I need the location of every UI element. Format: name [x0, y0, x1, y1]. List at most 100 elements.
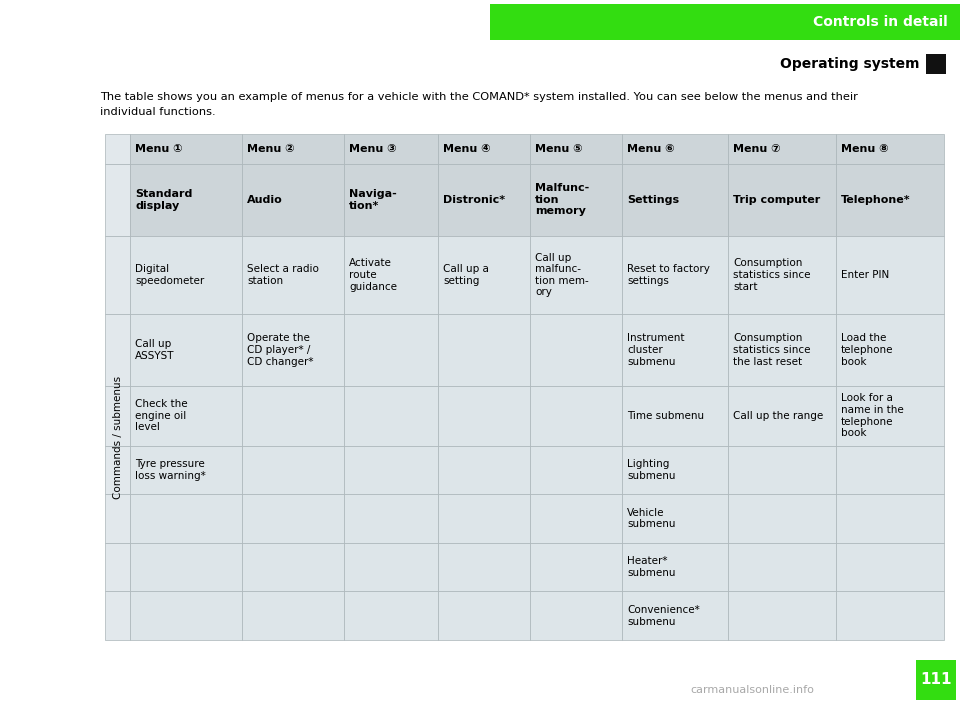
Bar [242, 543, 344, 591]
Bar [438, 236, 530, 314]
Bar [530, 314, 622, 386]
Bar [728, 386, 836, 446]
Bar [530, 386, 622, 446]
Bar [530, 494, 622, 543]
Bar [344, 494, 438, 543]
Bar [105, 591, 130, 640]
Bar [438, 446, 530, 494]
Bar [836, 314, 944, 386]
Bar [438, 134, 530, 164]
Bar [836, 494, 944, 543]
Text: Consumption
statistics since
start: Consumption statistics since start [733, 258, 810, 292]
Text: Settings: Settings [627, 195, 679, 205]
Bar [622, 134, 728, 164]
Text: carmanualsonline.info: carmanualsonline.info [690, 685, 814, 695]
Text: Activate
route
guidance: Activate route guidance [349, 258, 397, 292]
Text: Telephone*: Telephone* [841, 195, 911, 205]
Text: Convenience*
submenu: Convenience* submenu [627, 605, 700, 627]
Text: 111: 111 [921, 673, 951, 687]
Bar [728, 236, 836, 314]
Bar [836, 591, 944, 640]
Bar [130, 134, 242, 164]
Bar [530, 164, 622, 236]
Bar [836, 543, 944, 591]
Text: Call up the range: Call up the range [733, 411, 824, 421]
Bar [344, 446, 438, 494]
Bar [728, 494, 836, 543]
Text: Operating system: Operating system [780, 57, 920, 71]
Bar [728, 134, 836, 164]
Bar [728, 314, 836, 386]
Bar [836, 134, 944, 164]
Bar [344, 134, 438, 164]
Bar [622, 314, 728, 386]
Bar [242, 236, 344, 314]
Bar [622, 386, 728, 446]
Bar [836, 164, 944, 236]
Bar [530, 236, 622, 314]
Bar [130, 591, 242, 640]
Text: Enter PIN: Enter PIN [841, 270, 889, 280]
Bar [105, 494, 130, 543]
Bar [130, 543, 242, 591]
Bar [622, 164, 728, 236]
Bar [242, 134, 344, 164]
Bar [242, 164, 344, 236]
Bar [836, 236, 944, 314]
Text: Trip computer: Trip computer [733, 195, 820, 205]
Bar [242, 386, 344, 446]
Bar [622, 591, 728, 640]
Bar [130, 446, 242, 494]
Text: Vehicle
submenu: Vehicle submenu [627, 508, 676, 530]
Text: Call up
malfunc-
tion mem-
ory: Call up malfunc- tion mem- ory [535, 253, 588, 297]
Bar [344, 591, 438, 640]
Text: Look for a
name in the
telephone
book: Look for a name in the telephone book [841, 394, 903, 438]
Bar [438, 386, 530, 446]
Bar [105, 446, 130, 494]
Bar [105, 314, 130, 386]
Bar [130, 164, 242, 236]
Bar [490, 4, 960, 40]
Bar [105, 386, 130, 446]
Text: individual functions.: individual functions. [100, 107, 216, 117]
Text: Commands / submenus: Commands / submenus [112, 376, 123, 499]
Text: Heater*
submenu: Heater* submenu [627, 556, 676, 578]
Bar [344, 543, 438, 591]
Text: Menu ⑤: Menu ⑤ [535, 144, 583, 154]
Text: Distronic*: Distronic* [443, 195, 505, 205]
Text: Check the
engine oil
level: Check the engine oil level [135, 399, 187, 433]
Bar [438, 164, 530, 236]
Text: Instrument
cluster
submenu: Instrument cluster submenu [627, 333, 684, 367]
Text: Call up
ASSYST: Call up ASSYST [135, 339, 175, 361]
Bar [926, 54, 946, 74]
Bar [242, 591, 344, 640]
Bar [530, 543, 622, 591]
Bar [622, 236, 728, 314]
Bar [728, 591, 836, 640]
Text: Consumption
statistics since
the last reset: Consumption statistics since the last re… [733, 333, 810, 367]
Bar [622, 494, 728, 543]
Text: Reset to factory
settings: Reset to factory settings [627, 264, 709, 286]
Bar [622, 446, 728, 494]
Text: Menu ③: Menu ③ [349, 144, 396, 154]
Bar [530, 134, 622, 164]
Bar [438, 543, 530, 591]
Bar [105, 236, 130, 314]
Bar [728, 543, 836, 591]
Text: Lighting
submenu: Lighting submenu [627, 459, 676, 481]
Bar [530, 446, 622, 494]
Bar [916, 660, 956, 700]
Bar [622, 543, 728, 591]
Text: Controls in detail: Controls in detail [813, 15, 948, 29]
Text: Menu ⑦: Menu ⑦ [733, 144, 780, 154]
Text: Naviga-
tion*: Naviga- tion* [349, 189, 396, 211]
Bar [728, 164, 836, 236]
Bar [344, 236, 438, 314]
Text: Time submenu: Time submenu [627, 411, 704, 421]
Bar [242, 314, 344, 386]
Bar [344, 314, 438, 386]
Bar [344, 164, 438, 236]
Text: Standard
display: Standard display [135, 189, 192, 211]
Text: Operate the
CD player* /
CD changer*: Operate the CD player* / CD changer* [247, 333, 314, 367]
Bar [344, 386, 438, 446]
